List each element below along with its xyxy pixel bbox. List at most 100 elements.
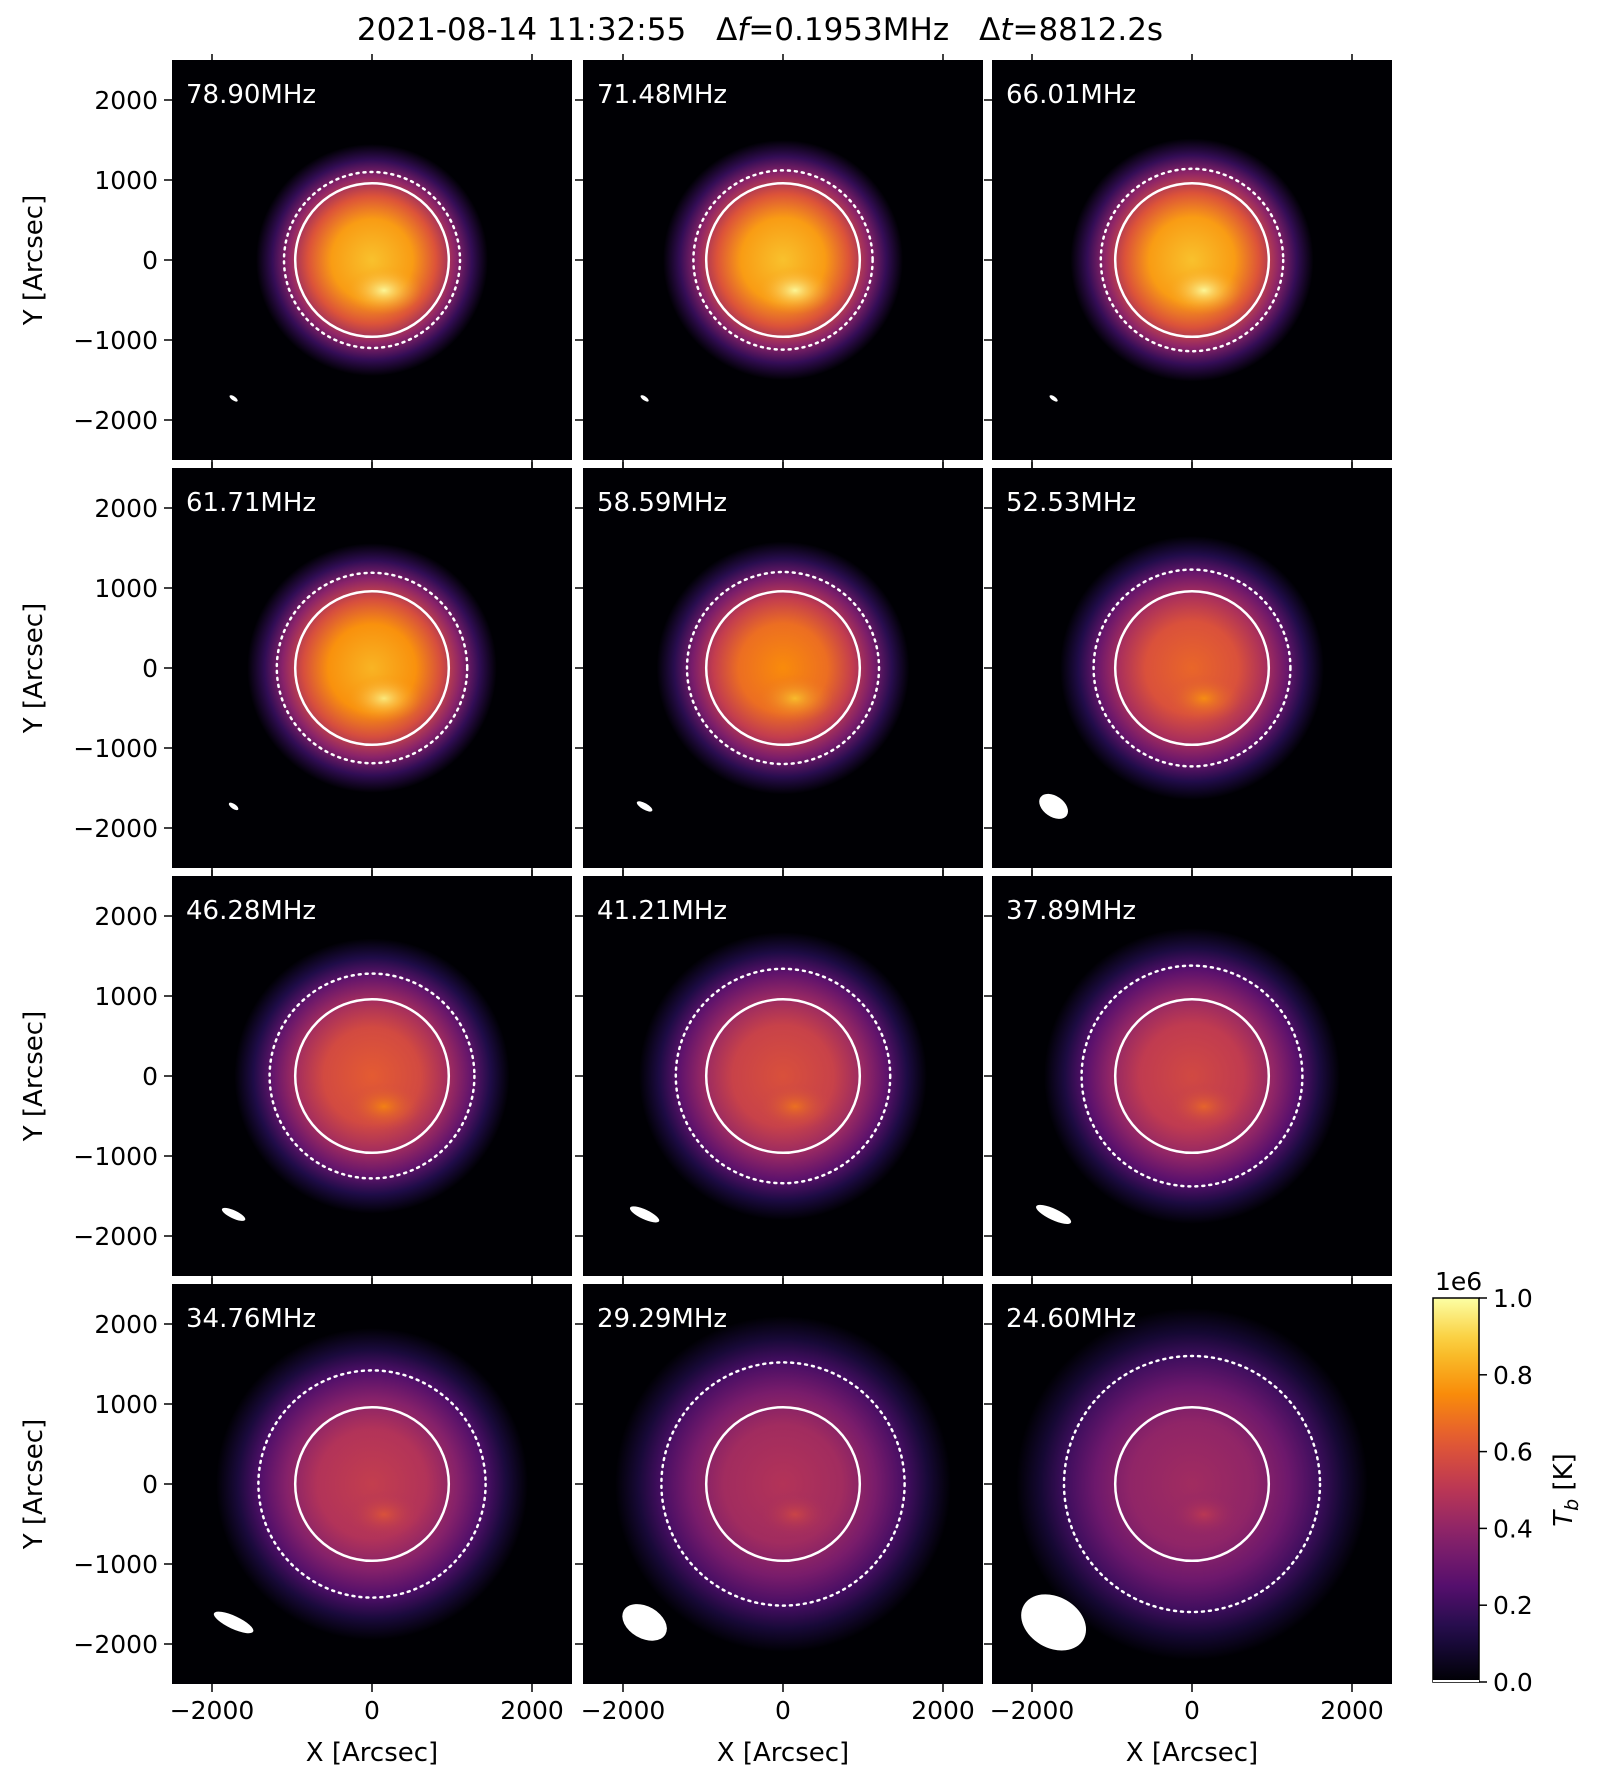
map-panel: 52.53MHz [984, 462, 1392, 876]
frequency-label: 29.29MHz [597, 1304, 727, 1334]
panel-image [1039, 536, 1324, 819]
panel-image [228, 543, 497, 811]
x-tick-label: −2000 [990, 1696, 1075, 1725]
beam-ellipse [228, 802, 239, 811]
y-tick-label: 1000 [94, 166, 158, 195]
dotted-circle [268, 972, 476, 1180]
emission-map [256, 144, 488, 376]
y-axis-label: Y [Arcsec] [19, 1419, 49, 1550]
y-tick-label: −1000 [73, 1550, 158, 1579]
y-axis-label: Y [Arcsec] [19, 603, 49, 734]
emission-map [1070, 138, 1314, 382]
colorbar-offset-text: 1e6 [1435, 1267, 1482, 1296]
beam-ellipse [1021, 1594, 1087, 1651]
beam-ellipse [229, 395, 238, 402]
y-tick-label: 2000 [94, 86, 158, 115]
dotted-circle [257, 1369, 487, 1599]
y-tick-label: 2000 [94, 902, 158, 931]
emission-map [1016, 1308, 1368, 1660]
colorbar-gradient [1432, 1297, 1480, 1683]
dotted-circle [1099, 167, 1285, 353]
y-tick-label: 1000 [94, 1390, 158, 1419]
y-tick-label: −1000 [73, 326, 158, 355]
map-panel: 29.29MHz −2000 0 2000 X [Arcsec] [575, 1278, 983, 1768]
x-tick-label: 2000 [500, 1696, 564, 1725]
colorbar-tick-label: 0.4 [1493, 1514, 1533, 1543]
frequency-label: 66.01MHz [1006, 80, 1136, 110]
x-axis-label: X [Arcsec] [1126, 1738, 1258, 1768]
dotted-circle [275, 571, 469, 765]
map-panel: 61.71MHz −2000 −1000 0 1000 2000 Y [Arcsec] [19, 462, 572, 876]
y-tick-label: −1000 [73, 1142, 158, 1171]
emission-map [615, 1316, 951, 1652]
panel-image [221, 938, 510, 1221]
dotted-circle [674, 967, 892, 1185]
emission-map [656, 541, 910, 795]
beam-ellipse [1039, 793, 1069, 819]
frequency-label: 78.90MHz [186, 80, 316, 110]
panel-image [229, 144, 488, 402]
optical-disk-circle [1113, 589, 1271, 747]
map-panel: 46.28MHz −2000 −1000 0 1000 2000 Y [Arcsec] [19, 870, 572, 1284]
x-tick-label: 0 [775, 1696, 791, 1725]
y-tick-label: 2000 [94, 1310, 158, 1339]
y-tick-label: −2000 [73, 406, 158, 435]
map-panel: 66.01MHz [984, 54, 1392, 468]
bright-region [756, 674, 834, 723]
beam-ellipse [1049, 395, 1058, 402]
optical-disk-circle [704, 181, 862, 339]
map-panel: 41.21MHz [575, 870, 983, 1284]
frequency-label: 61.71MHz [186, 488, 316, 518]
bright-region [1165, 1490, 1243, 1539]
bright-region [345, 1490, 423, 1539]
bright-region [1165, 1082, 1243, 1131]
y-tick-label: −2000 [73, 1630, 158, 1659]
panel-image [640, 140, 903, 402]
map-panel: 37.89MHz [984, 870, 1392, 1284]
optical-disk-circle [704, 997, 862, 1155]
frequency-label: 41.21MHz [597, 896, 727, 926]
colorbar-label: Tb [K] [1549, 1453, 1583, 1527]
frequency-label: 24.60MHz [1006, 1304, 1136, 1334]
frequency-label: 71.48MHz [597, 80, 727, 110]
dotted-circle [692, 169, 874, 351]
optical-disk-circle [293, 181, 451, 339]
colorbar-label-var: T [1549, 1509, 1579, 1527]
dotted-circle [1092, 568, 1292, 768]
x-tick-label: −2000 [170, 1696, 255, 1725]
x-tick-label: 2000 [1320, 1696, 1384, 1725]
frequency-label: 46.28MHz [186, 896, 316, 926]
title-dt-prefix: Δ [979, 12, 1000, 48]
y-axis-label: Y [Arcsec] [19, 195, 49, 326]
bright-region [1165, 674, 1243, 723]
panel-image [1016, 1308, 1368, 1660]
title-dt-value: =8812.2s [1012, 12, 1163, 48]
beam-ellipse [629, 1206, 660, 1223]
y-tick-label: 0 [142, 246, 158, 275]
y-tick-label: 0 [142, 1470, 158, 1499]
y-tick-label: −2000 [73, 814, 158, 843]
dotted-circle [1080, 964, 1304, 1188]
title-dt-var: t [1000, 12, 1014, 48]
y-tick-label: −2000 [73, 1222, 158, 1251]
emission-map [247, 543, 497, 793]
panel-grid: 78.90MHz −2000 −1000 0 1000 2000 Y [Arcsec] 71.… [19, 54, 1392, 1768]
optical-disk-circle [293, 1405, 451, 1563]
bright-region [345, 266, 423, 315]
frequency-label: 58.59MHz [597, 488, 727, 518]
dotted-circle [1062, 1354, 1322, 1614]
optical-disk-circle [1113, 997, 1271, 1155]
dotted-circle [282, 170, 462, 350]
beam-ellipse [636, 801, 653, 812]
bright-region [1165, 266, 1243, 315]
title-df-value: =0.1953MHz [748, 12, 949, 48]
colorbar: 0.0 0.2 0.4 0.6 0.8 1.0 1e6 Tb [K] [1432, 1267, 1583, 1697]
panel-image [615, 1316, 951, 1652]
beam-ellipse [213, 1611, 254, 1634]
x-tick-label: 0 [364, 1696, 380, 1725]
bright-region [756, 266, 834, 315]
emission-map [1044, 928, 1340, 1224]
y-tick-label: 1000 [94, 574, 158, 603]
x-tick-label: 0 [1184, 1696, 1200, 1725]
